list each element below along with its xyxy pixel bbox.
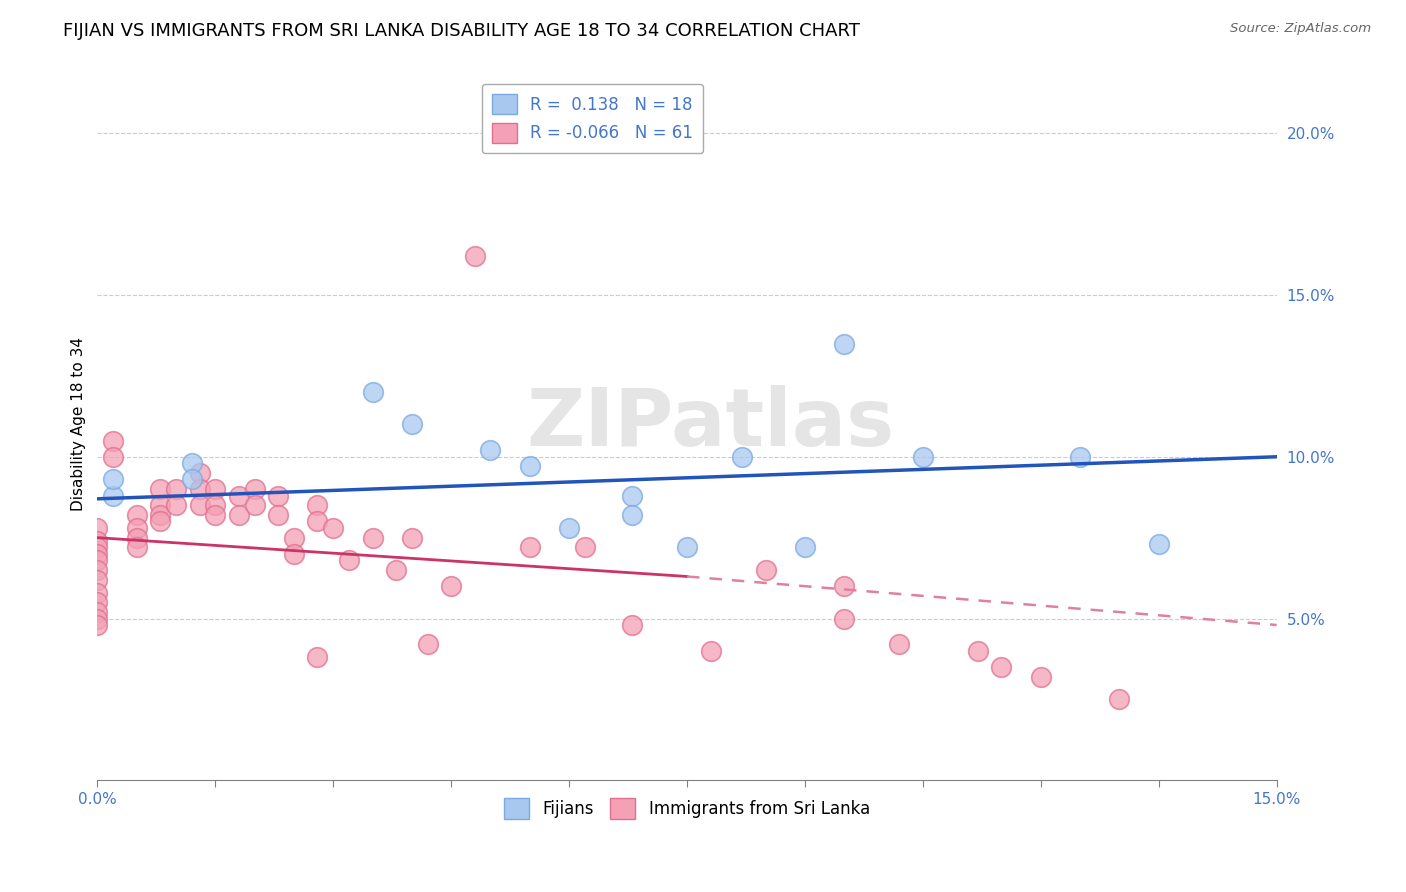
Point	[204, 498, 226, 512]
Point	[204, 508, 226, 522]
Point	[832, 336, 855, 351]
Point	[125, 531, 148, 545]
Text: ZIPatlas: ZIPatlas	[526, 385, 894, 464]
Text: Source: ZipAtlas.com: Source: ZipAtlas.com	[1230, 22, 1371, 36]
Point	[86, 521, 108, 535]
Point	[149, 508, 172, 522]
Point	[86, 553, 108, 567]
Y-axis label: Disability Age 18 to 34: Disability Age 18 to 34	[72, 337, 86, 511]
Point	[86, 541, 108, 555]
Point	[401, 531, 423, 545]
Point	[243, 482, 266, 496]
Point	[1147, 537, 1170, 551]
Point	[149, 515, 172, 529]
Point	[228, 508, 250, 522]
Point	[86, 547, 108, 561]
Point	[322, 521, 344, 535]
Legend: Fijians, Immigrants from Sri Lanka: Fijians, Immigrants from Sri Lanka	[498, 792, 877, 825]
Point	[401, 417, 423, 432]
Point	[188, 466, 211, 480]
Point	[337, 553, 360, 567]
Point	[699, 644, 721, 658]
Point	[125, 541, 148, 555]
Point	[101, 472, 124, 486]
Point	[267, 489, 290, 503]
Point	[464, 249, 486, 263]
Point	[149, 482, 172, 496]
Point	[204, 482, 226, 496]
Point	[416, 637, 439, 651]
Point	[180, 472, 202, 486]
Point	[794, 541, 817, 555]
Point	[307, 498, 329, 512]
Point	[385, 563, 408, 577]
Point	[188, 482, 211, 496]
Point	[731, 450, 754, 464]
Point	[832, 611, 855, 625]
Point	[86, 611, 108, 625]
Text: FIJIAN VS IMMIGRANTS FROM SRI LANKA DISABILITY AGE 18 TO 34 CORRELATION CHART: FIJIAN VS IMMIGRANTS FROM SRI LANKA DISA…	[63, 22, 860, 40]
Point	[519, 459, 541, 474]
Point	[676, 541, 699, 555]
Point	[101, 450, 124, 464]
Point	[911, 450, 934, 464]
Point	[558, 521, 581, 535]
Point	[519, 541, 541, 555]
Point	[165, 482, 187, 496]
Point	[243, 498, 266, 512]
Point	[101, 434, 124, 448]
Point	[307, 515, 329, 529]
Point	[86, 563, 108, 577]
Point	[283, 547, 305, 561]
Point	[620, 489, 643, 503]
Point	[165, 498, 187, 512]
Point	[283, 531, 305, 545]
Point	[1069, 450, 1091, 464]
Point	[86, 533, 108, 548]
Point	[440, 579, 463, 593]
Point	[889, 637, 911, 651]
Point	[86, 573, 108, 587]
Point	[361, 531, 384, 545]
Point	[574, 541, 596, 555]
Point	[620, 508, 643, 522]
Point	[125, 521, 148, 535]
Point	[479, 443, 502, 458]
Point	[228, 489, 250, 503]
Point	[86, 618, 108, 632]
Point	[125, 508, 148, 522]
Point	[267, 508, 290, 522]
Point	[361, 385, 384, 400]
Point	[1029, 670, 1052, 684]
Point	[149, 498, 172, 512]
Point	[832, 579, 855, 593]
Point	[180, 456, 202, 470]
Point	[101, 489, 124, 503]
Point	[86, 595, 108, 609]
Point	[967, 644, 990, 658]
Point	[86, 605, 108, 619]
Point	[307, 650, 329, 665]
Point	[1108, 692, 1130, 706]
Point	[188, 498, 211, 512]
Point	[86, 585, 108, 599]
Point	[620, 618, 643, 632]
Point	[755, 563, 778, 577]
Point	[990, 660, 1012, 674]
